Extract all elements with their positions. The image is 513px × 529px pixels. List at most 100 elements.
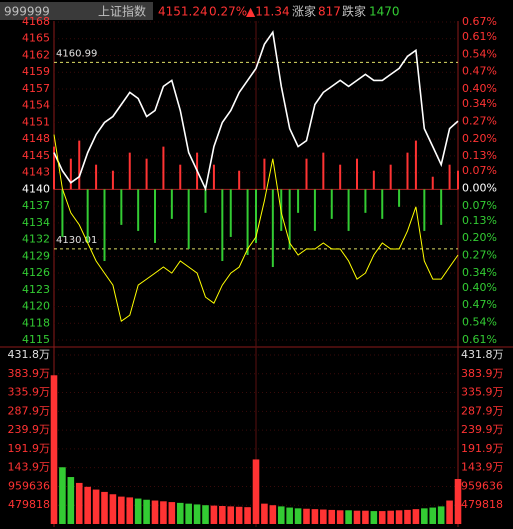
breadth-bar [313, 189, 316, 231]
volume-bar [118, 496, 125, 524]
volume-bar [101, 491, 108, 524]
volume-bar [126, 497, 134, 524]
volume-bar [328, 509, 336, 524]
down-label: 跌家 [342, 4, 366, 19]
breadth-bar [457, 170, 459, 190]
y-tick-label-right: 335.9万 [461, 386, 504, 399]
y-tick-label: 431.8万 [8, 348, 51, 361]
volume-bar [378, 511, 386, 524]
breadth-bar [204, 189, 207, 213]
y-tick-label-right: 959636 [461, 479, 503, 492]
y-tick-label: 479818 [8, 498, 50, 511]
breadth-bar [137, 189, 140, 231]
pct: 0.27% [209, 5, 247, 19]
breadth-bar [406, 152, 409, 190]
breadth-bar [187, 189, 190, 249]
breadth-bar [305, 158, 308, 190]
y-tick-label: 4115 [22, 333, 50, 346]
breadth-bar [86, 189, 89, 243]
volume-bar [395, 510, 403, 524]
volume-bar [202, 505, 209, 524]
y2-tick-label: 0.27% [462, 249, 497, 262]
volume-bar [92, 489, 100, 524]
volume-bar [193, 504, 201, 524]
volume-bar [303, 508, 310, 524]
volume-bar [370, 511, 378, 524]
y2-tick-label: 0.07% [462, 199, 497, 212]
y-tick-label-right: 431.8万 [461, 348, 504, 361]
breadth-bar [423, 189, 426, 231]
y2-tick-label: 0.47% [462, 298, 497, 311]
volume-bar [294, 508, 302, 524]
reference-label: 4160.99 [56, 48, 97, 59]
volume-bar [235, 506, 243, 524]
volume-bar [454, 478, 462, 524]
y2-tick-label: 0.34% [462, 97, 497, 110]
y2-tick-label: 0.67% [462, 15, 497, 28]
y-tick-label: 4148 [22, 132, 50, 145]
y2-tick-label: 0.00% [462, 181, 497, 194]
y2-tick-label: 0.54% [462, 47, 497, 60]
y-tick-label: 4162 [22, 48, 50, 61]
volume-bar [269, 505, 277, 524]
breadth-bar [372, 170, 375, 190]
volume-bar [210, 505, 218, 524]
breadth-bar [238, 170, 241, 190]
y-tick-label: 4123 [22, 283, 50, 296]
breadth-bar [61, 189, 64, 237]
price-line [53, 134, 459, 323]
volume-bar [185, 503, 192, 524]
breadth-bar [212, 164, 215, 190]
breadth-bar [255, 189, 257, 243]
breadth-bar [229, 189, 232, 237]
price: 4151.24 [158, 5, 208, 19]
breadth-bar [263, 158, 266, 190]
breadth-bar [414, 140, 417, 190]
volume-bar [336, 510, 344, 524]
volume-bar [143, 499, 150, 524]
volume-bar [277, 506, 285, 524]
y2-tick-label: 0.54% [462, 316, 497, 329]
y-tick-label: 4134 [22, 216, 50, 229]
price-line [53, 30, 459, 192]
volume-bar [362, 510, 369, 524]
y2-tick-label: 0.61% [462, 30, 497, 43]
volume-bar [168, 502, 176, 524]
breadth-bar [53, 146, 55, 190]
y-tick-label-right: 239.9万 [461, 423, 504, 436]
up-label: 涨家 [292, 4, 316, 19]
up-count: 817 [318, 5, 341, 19]
down-count: 1470 [369, 5, 400, 19]
breadth-bar [398, 189, 401, 207]
y2-tick-label: 0.20% [462, 231, 497, 244]
breadth-bar [103, 189, 106, 262]
volume-bar [252, 459, 260, 524]
volume-bar [429, 507, 437, 524]
y-tick-label: 4145 [22, 149, 50, 162]
breadth-bar [221, 189, 224, 262]
breadth-bar [448, 164, 451, 190]
volume-bar [244, 507, 251, 524]
y-tick-label: 191.9万 [8, 442, 51, 455]
breadth-bar [145, 158, 148, 190]
y-tick-label-right: 191.9万 [461, 442, 504, 455]
y2-tick-label: 0.07% [462, 164, 497, 177]
breadth-bar [78, 140, 81, 190]
y-tick-label: 335.9万 [8, 386, 51, 399]
y-tick-label: 4126 [22, 266, 50, 279]
volume-bar [219, 505, 226, 524]
volume-bar [421, 508, 428, 524]
breadth-bar [170, 189, 173, 219]
y-tick-label: 959636 [8, 479, 50, 492]
y2-tick-label: 0.40% [462, 82, 497, 95]
breadth-bar [179, 164, 182, 190]
volume-bar [311, 509, 319, 524]
volume-bar [227, 506, 235, 524]
volume-bar [261, 503, 268, 524]
volume-bar [437, 506, 445, 524]
volume-bar [446, 500, 453, 524]
volume-bar [59, 467, 66, 524]
breadth-bar [389, 164, 392, 190]
volume-bar [160, 501, 167, 524]
